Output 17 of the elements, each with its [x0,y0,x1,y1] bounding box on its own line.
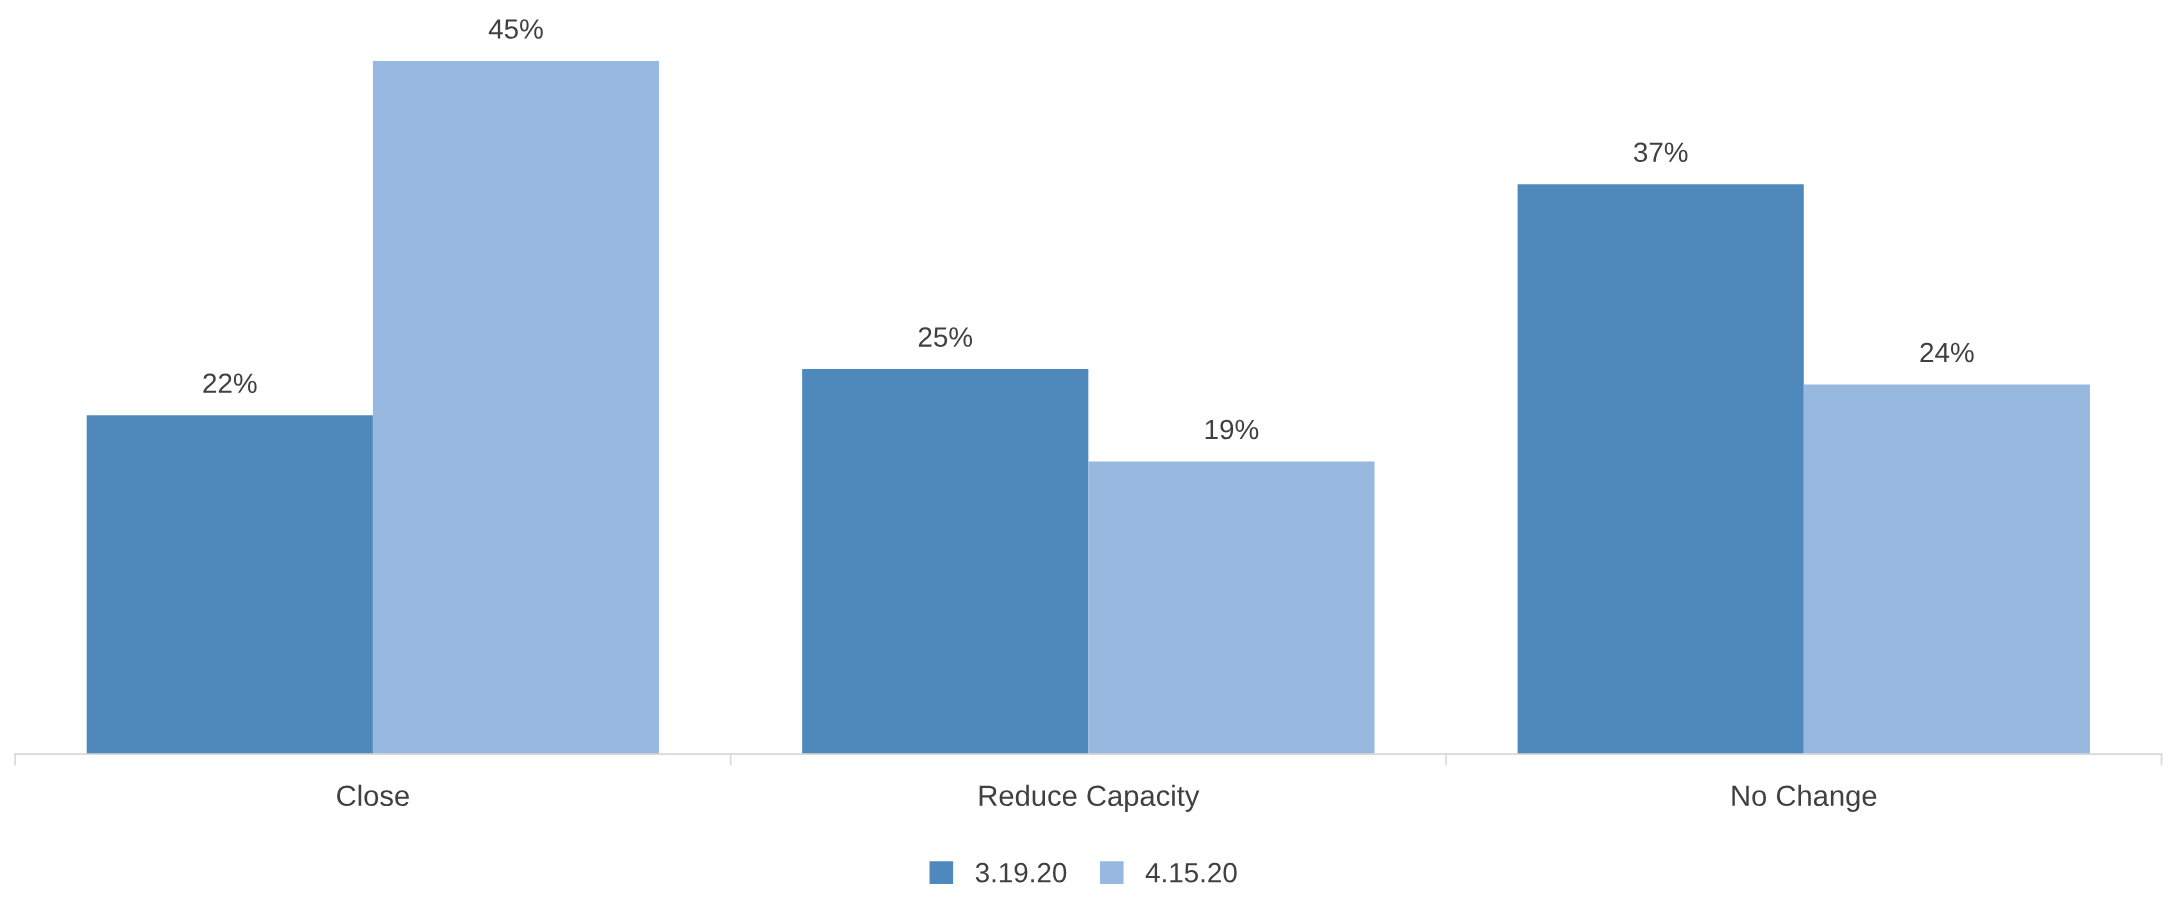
bar [1803,384,2090,755]
data-label: 45% [488,19,543,39]
data-label: 25% [918,327,973,347]
data-label: 22% [203,373,257,393]
bar [1088,461,1375,755]
bar [1517,184,1804,755]
bar [802,369,1089,755]
data-label: 24% [1920,342,1974,363]
data-label: 19% [1205,419,1259,440]
legend-label: 3.19.20 [975,862,1067,883]
x-tick-label: Close [337,784,409,807]
legend-label: 4.15.20 [1145,862,1237,883]
x-tick-label: No Change [1732,784,1877,812]
data-label: 37% [1633,142,1688,163]
bar [372,61,660,755]
x-tick-label: Reduce Capacity [979,784,1200,812]
bar [86,415,373,755]
